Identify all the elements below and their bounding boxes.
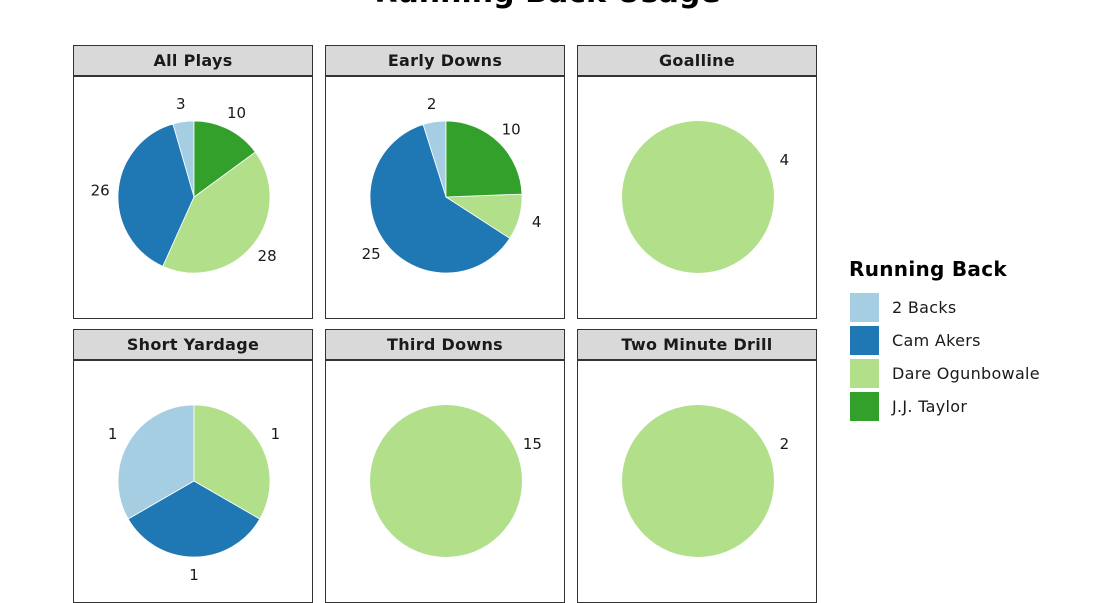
facet-panel: Short Yardage 1 1 1 xyxy=(73,329,313,603)
pie-slice xyxy=(193,404,271,520)
pie-slice xyxy=(370,405,522,557)
pie-slice xyxy=(193,120,256,198)
legend-item: Dare Ogunbowale xyxy=(849,357,1040,390)
pie-slice xyxy=(117,123,195,267)
legend-swatch xyxy=(849,391,880,422)
data-label: 25 xyxy=(362,245,381,263)
facet-panel: All Plays 3 26 28 10 xyxy=(73,45,313,319)
legend-swatch xyxy=(849,292,880,323)
data-label: 4 xyxy=(532,213,542,231)
facet-plot: 2 xyxy=(577,361,817,603)
data-label: 1 xyxy=(189,566,199,584)
facet-plot: 3 26 28 10 xyxy=(73,77,313,319)
pie-chart: 1 1 1 xyxy=(108,404,281,584)
pie-slice xyxy=(445,120,523,198)
facet-title: Two Minute Drill xyxy=(577,329,817,361)
legend-swatch xyxy=(849,325,880,356)
facet-panel: Goalline 4 xyxy=(577,45,817,319)
pie-chart: 3 26 28 10 xyxy=(91,95,277,274)
pie-slice xyxy=(622,405,774,557)
pie-chart: 4 xyxy=(622,121,790,273)
legend-label: Dare Ogunbowale xyxy=(892,364,1040,383)
facet-plot: 4 xyxy=(577,77,817,319)
legend-label: 2 Backs xyxy=(892,298,957,317)
data-label: 2 xyxy=(780,435,790,453)
pie-chart: 15 xyxy=(370,405,542,557)
facet-panel: Early Downs 2 25 4 10 xyxy=(325,45,565,319)
pie-slice xyxy=(162,151,271,274)
facet-title: Third Downs xyxy=(325,329,565,361)
data-label: 26 xyxy=(91,181,110,199)
legend-item: J.J. Taylor xyxy=(849,390,1040,423)
data-label: 1 xyxy=(108,425,118,443)
data-label: 4 xyxy=(780,151,790,169)
data-label: 1 xyxy=(271,425,281,443)
facet-plot: 15 xyxy=(325,361,565,603)
legend: Running Back 2 Backs Cam Akers Dare Ogun… xyxy=(849,257,1040,423)
data-label: 15 xyxy=(523,435,542,453)
data-label: 2 xyxy=(427,95,437,113)
pie-slice xyxy=(622,121,774,273)
chart-title: Running Back Usage xyxy=(0,0,1095,8)
data-label: 10 xyxy=(502,120,521,138)
pie-chart: 2 xyxy=(622,405,790,557)
data-label: 3 xyxy=(176,95,186,113)
data-label: 10 xyxy=(227,104,246,122)
legend-title: Running Back xyxy=(849,257,1007,281)
pie-slice xyxy=(369,124,511,274)
facet-title: Early Downs xyxy=(325,45,565,77)
pie-chart: 2 25 4 10 xyxy=(362,95,542,274)
facet-panel: Two Minute Drill 2 xyxy=(577,329,817,603)
facet-plot: 2 25 4 10 xyxy=(325,77,565,319)
facet-title: All Plays xyxy=(73,45,313,77)
facet-title: Goalline xyxy=(577,45,817,77)
legend-label: Cam Akers xyxy=(892,331,981,350)
facet-panel: Third Downs 15 xyxy=(325,329,565,603)
legend-item: 2 Backs xyxy=(849,291,1040,324)
pie-slice xyxy=(117,404,195,520)
data-label: 28 xyxy=(258,247,277,265)
facet-plot: 1 1 1 xyxy=(73,361,313,603)
legend-label: J.J. Taylor xyxy=(892,397,968,416)
legend-item: Cam Akers xyxy=(849,324,1040,357)
legend-swatch xyxy=(849,358,880,389)
facet-title: Short Yardage xyxy=(73,329,313,361)
